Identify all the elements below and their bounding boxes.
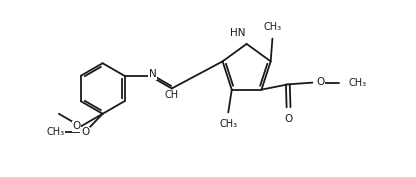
Text: CH₃: CH₃ bbox=[263, 22, 282, 32]
Text: O: O bbox=[285, 113, 293, 124]
Text: O: O bbox=[81, 127, 89, 137]
Text: O: O bbox=[72, 121, 81, 132]
Text: CH₃: CH₃ bbox=[46, 127, 64, 137]
Text: HN: HN bbox=[230, 28, 245, 38]
Text: CH₃: CH₃ bbox=[349, 78, 367, 88]
Text: O: O bbox=[316, 77, 324, 87]
Text: CH₃: CH₃ bbox=[219, 119, 237, 129]
Text: CH: CH bbox=[165, 90, 179, 100]
Text: N: N bbox=[149, 69, 156, 79]
